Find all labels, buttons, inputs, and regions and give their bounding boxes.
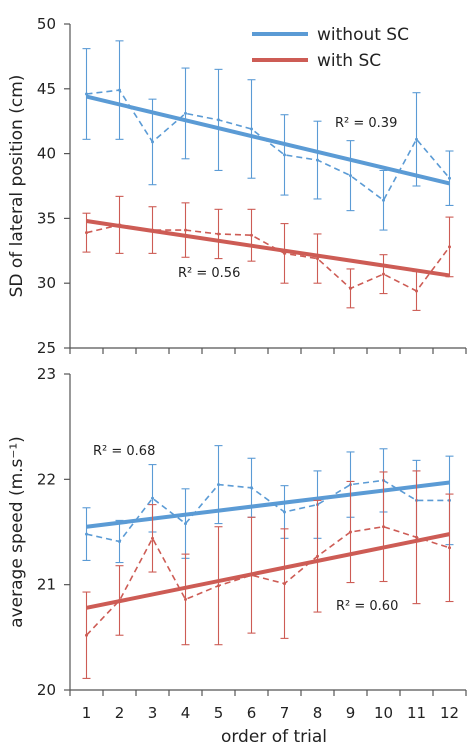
x-tick-label: 5	[214, 704, 224, 722]
trend-line	[86, 532, 450, 610]
data-point	[184, 228, 187, 232]
data-point	[217, 584, 220, 588]
data-point	[283, 510, 286, 514]
x-tick-label: 2	[115, 704, 125, 722]
y-tick-label: 21	[37, 576, 56, 594]
y-tick-label: 50	[37, 15, 56, 33]
x-tick-label: 3	[148, 704, 158, 722]
data-point	[316, 554, 319, 558]
data-line	[86, 479, 450, 543]
y-tick-label: 23	[37, 365, 56, 383]
data-line	[86, 224, 451, 293]
data-point	[250, 233, 253, 237]
data-point	[151, 140, 154, 144]
y-axis-title: SD of lateral position (cm)	[7, 75, 27, 298]
data-point	[415, 289, 418, 293]
legend: without SC with SC	[252, 25, 409, 71]
data-point	[184, 597, 187, 601]
legend-label-with: with SC	[317, 51, 381, 71]
series-with: R² = 0.56	[82, 195, 454, 311]
x-tick-label: 1	[82, 704, 92, 722]
y-axis-title: average speed (m.s⁻¹)	[7, 436, 27, 628]
data-point	[217, 118, 220, 122]
x-axis-title: order of trial	[221, 727, 327, 747]
x-tick-label: 12	[440, 704, 459, 722]
data-point	[118, 539, 121, 543]
series-without: R² = 0.39	[82, 40, 454, 231]
r2-label: R² = 0.60	[336, 599, 398, 614]
x-tick-label: 9	[346, 704, 356, 722]
data-point	[250, 127, 253, 131]
data-point	[85, 231, 88, 235]
panel-top: 25 30 35 40 45 50 SD of lateral position (cm) R…	[7, 15, 467, 357]
y-tick-label: 35	[37, 209, 56, 227]
data-point	[151, 536, 154, 540]
data-point	[448, 546, 451, 550]
x-tick-label: 10	[374, 704, 393, 722]
y-tick-label: 30	[37, 274, 56, 292]
series-with: R² = 0.60	[82, 470, 454, 679]
data-point	[283, 582, 286, 586]
y-tick-label: 22	[37, 470, 56, 488]
data-line	[85, 525, 450, 636]
data-point	[415, 535, 418, 539]
x-tick-label: 6	[247, 704, 257, 722]
x-tick-label: 11	[407, 704, 426, 722]
r2-label: R² = 0.56	[178, 266, 240, 281]
data-point	[382, 272, 385, 276]
trend-line	[86, 94, 450, 186]
data-point	[250, 486, 253, 490]
data-point	[118, 88, 121, 92]
x-tick-label: 7	[280, 704, 290, 722]
data-point	[316, 257, 319, 261]
data-point	[184, 522, 187, 526]
data-point	[349, 530, 352, 534]
data-point	[85, 633, 88, 637]
data-line	[86, 89, 451, 202]
data-point	[415, 137, 418, 141]
trend-line	[86, 219, 450, 278]
data-point	[151, 496, 154, 500]
data-point	[85, 532, 88, 536]
data-point	[349, 286, 352, 290]
y-tick-label: 45	[37, 80, 56, 98]
x-tick-label: 4	[181, 704, 191, 722]
data-point	[316, 158, 319, 162]
data-point	[217, 232, 220, 236]
data-point	[382, 198, 385, 202]
y-tick-label: 40	[37, 145, 56, 163]
trend-line	[86, 480, 450, 529]
data-point	[217, 483, 220, 487]
y-tick-label: 20	[37, 681, 56, 699]
data-point	[184, 111, 187, 115]
data-point	[283, 153, 286, 157]
data-point	[448, 245, 451, 249]
legend-label-without: without SC	[317, 25, 409, 45]
data-point	[349, 174, 352, 178]
data-point	[382, 525, 385, 529]
x-tick-label: 8	[313, 704, 323, 722]
data-point	[448, 176, 451, 180]
y-tick-label: 25	[37, 339, 56, 357]
r2-label: R² = 0.39	[335, 116, 397, 131]
r2-label: R² = 0.68	[93, 444, 155, 459]
